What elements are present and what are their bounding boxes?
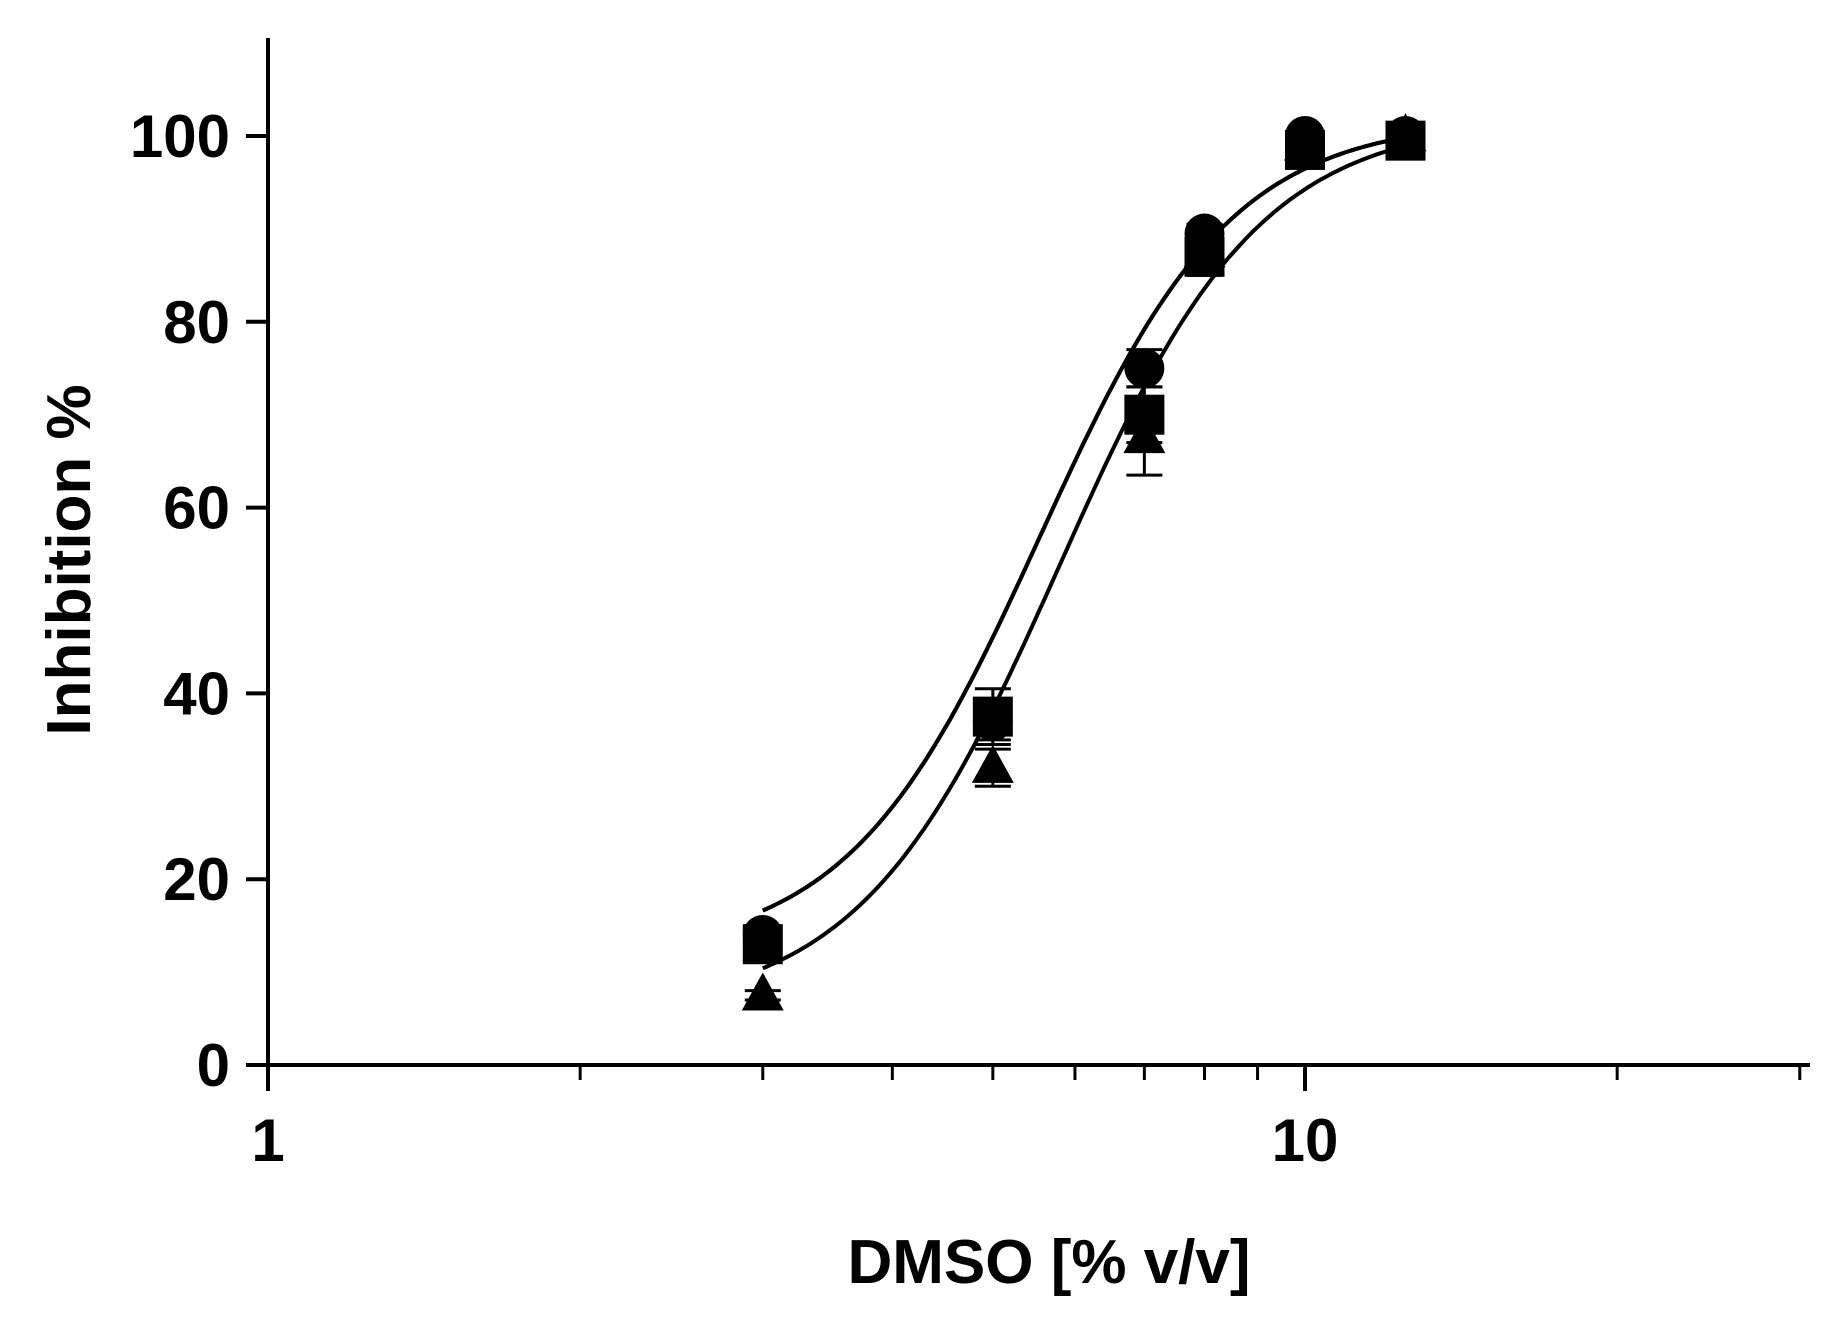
fit-curve-triangle (762, 143, 1407, 971)
data-point-square (1285, 129, 1325, 170)
data-point-circle (1124, 348, 1165, 389)
y-tick-label: 60 (163, 475, 230, 542)
y-tick-label: 0 (197, 1032, 230, 1099)
data-point-triangle (741, 972, 784, 1011)
data-point-square (1385, 120, 1426, 161)
y-tick-label: 80 (163, 289, 230, 356)
fit-curve-square (762, 135, 1406, 913)
data-point-square (1184, 236, 1225, 277)
x-tick-label: 1 (251, 1107, 284, 1174)
y-axis-title: Inhibition % (35, 384, 104, 735)
data-point-square (1124, 394, 1165, 435)
x-axis-title: DMSO [% v/v] (847, 1228, 1250, 1297)
y-tick-label: 100 (130, 103, 230, 170)
plot-area: 0 20 40 60 80 100 1 10 (130, 38, 1810, 1174)
data-point-square (972, 696, 1013, 737)
data-point-triangle (971, 744, 1014, 783)
fit-curve-circle (762, 135, 1406, 913)
y-tick-label: 20 (163, 846, 230, 913)
data-point-square (742, 924, 783, 965)
x-tick-label: 10 (1272, 1107, 1339, 1174)
y-tick-label: 40 (163, 660, 230, 727)
